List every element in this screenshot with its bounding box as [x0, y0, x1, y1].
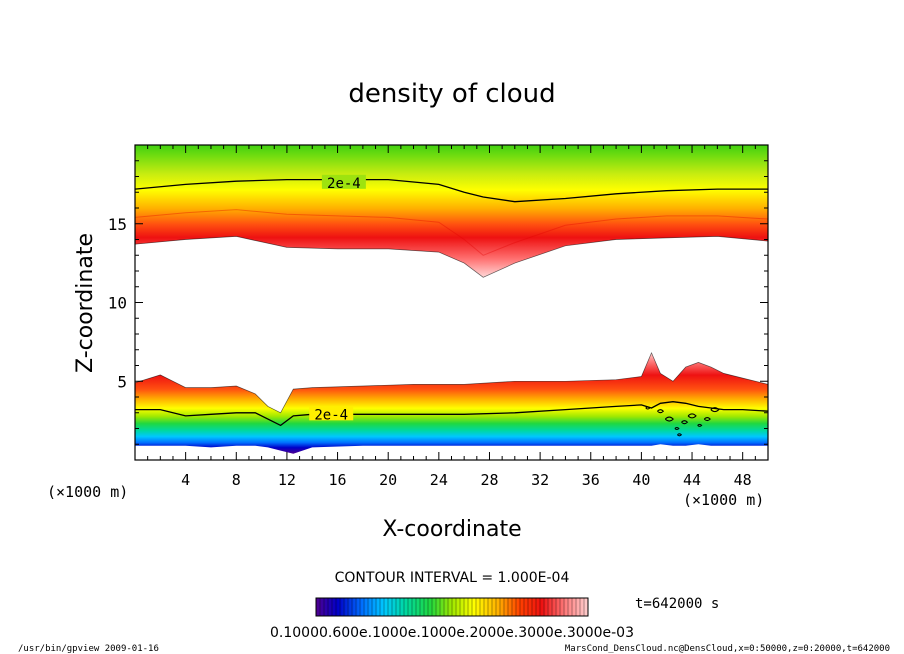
footer-left: /usr/bin/gpview 2009-01-16: [18, 644, 159, 654]
contour-label: 2e-4: [314, 407, 348, 423]
x-tick-label: 32: [531, 471, 549, 489]
x-tick-label: 16: [329, 471, 347, 489]
y-tick-label: 15: [108, 215, 127, 234]
contour-label-bg: [321, 174, 366, 189]
x-tick-label: 28: [480, 471, 498, 489]
plot-area: 2e-4 2e-4: [135, 145, 768, 460]
x-tick-label: 40: [632, 471, 650, 489]
upper-layer-edge: [135, 236, 768, 278]
x-tick-label: 20: [379, 471, 397, 489]
contour-label-bg: [309, 406, 354, 421]
x-tick-label: 4: [181, 471, 190, 489]
colorbar-labels: 0.10000.600e.1000e.1000e.2000e.3000e.300…: [270, 625, 634, 641]
time-label: t=642000 s: [635, 596, 719, 612]
y-axis-label: Z-coordinate: [73, 233, 98, 373]
x-tick-label: 12: [278, 471, 296, 489]
upper-peak-band: [135, 209, 768, 256]
x-tick-label: 36: [582, 471, 600, 489]
x-axis-label: X-coordinate: [382, 517, 521, 542]
contour-interval-label: CONTOUR INTERVAL = 1.000E-04: [335, 570, 570, 586]
x-tick-label: 48: [734, 471, 752, 489]
contour-labels: 2e-4 2e-4: [309, 174, 366, 423]
x-unit-left: (×1000 m): [47, 483, 128, 501]
lower-layer-edge: [135, 352, 768, 414]
lower-cloud-layer: [135, 352, 768, 454]
y-axis-ticks: 5 10 15: [108, 160, 768, 445]
x-axis-ticks: 4 8 12 16 20 24 28 32 36 40 44 48: [147, 145, 756, 489]
x-tick-label: 8: [232, 471, 241, 489]
chart-title: density of cloud: [348, 79, 555, 109]
y-tick-label: 10: [108, 294, 127, 313]
x-tick-label: 24: [430, 471, 448, 489]
colorbar-ticks: [319, 598, 585, 616]
x-unit-right: (×1000 m): [683, 491, 764, 509]
upper-contour-line: [135, 178, 768, 203]
footer-right: MarsCond_DensCloud.nc@DensCloud,x=0:5000…: [565, 644, 890, 654]
y-tick-label: 5: [117, 372, 127, 391]
upper-cloud-layer: [135, 145, 768, 278]
contour-label: 2e-4: [327, 176, 361, 192]
x-tick-label: 44: [683, 471, 701, 489]
lower-contour-line: [135, 401, 768, 427]
turbulence-contours: [645, 406, 720, 437]
